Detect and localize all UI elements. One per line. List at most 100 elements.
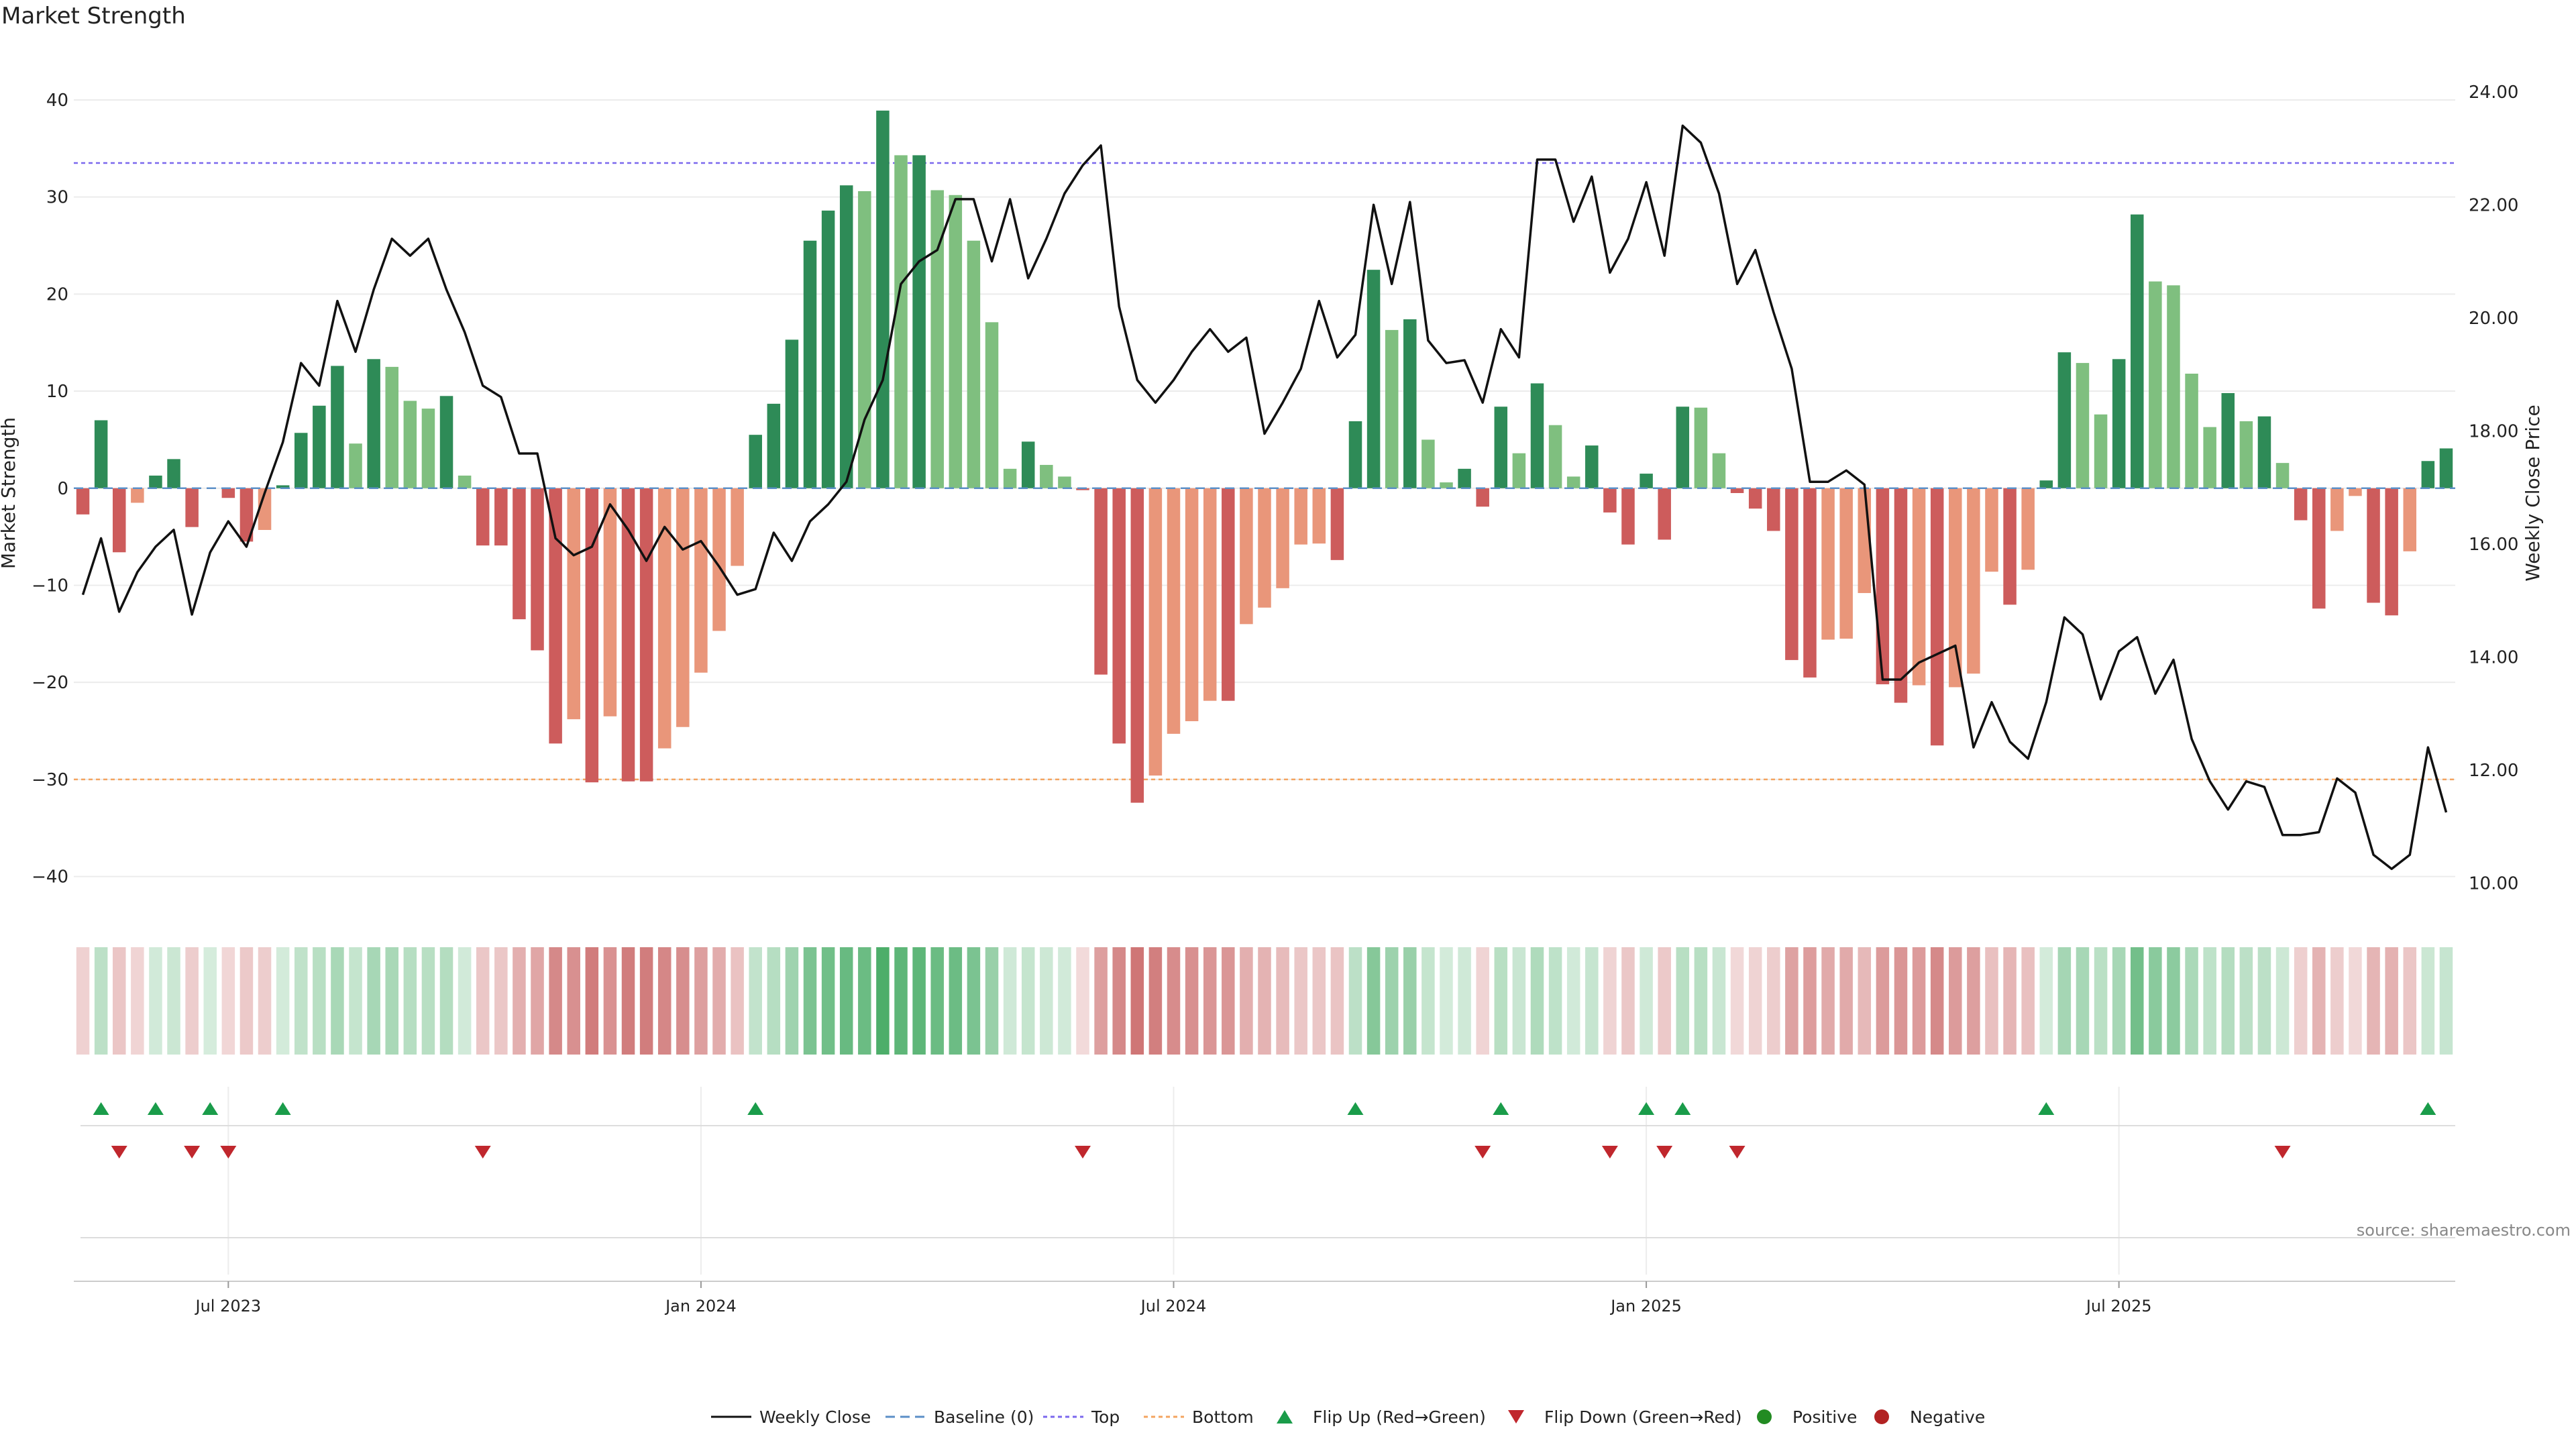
strength-bar: [1366, 270, 1381, 488]
strength-bar: [494, 488, 508, 546]
heat-strip-cell: [1021, 947, 1035, 1055]
flip-up-marker: [1638, 1102, 1655, 1115]
heat-strip-cell: [2275, 947, 2290, 1055]
strength-bar: [621, 488, 635, 782]
heat-strip-cell: [2367, 947, 2380, 1055]
flip-up-marker: [202, 1102, 219, 1115]
heat-strip-cell: [2439, 947, 2453, 1055]
strength-bar: [221, 488, 235, 498]
strength-bar: [385, 366, 398, 488]
strength-bar: [676, 488, 690, 727]
strength-bar: [1222, 488, 1235, 701]
heat-strip-cell: [621, 947, 635, 1055]
heat-strip-cell: [549, 947, 562, 1055]
heat-strip-cell: [2112, 947, 2126, 1055]
heat-strip-cell: [1694, 947, 1708, 1055]
heat-strip-cell: [1476, 947, 1489, 1055]
strength-bar: [1658, 488, 1671, 540]
strength-bar: [549, 488, 562, 744]
heat-strip-cell: [1276, 947, 1289, 1055]
heat-strip-cell: [2203, 947, 2216, 1055]
legend-label: Negative: [1910, 1407, 1985, 1427]
heat-strip-cell: [694, 947, 708, 1055]
heat-strip-cell: [1767, 947, 1780, 1055]
heat-strip-cell: [1621, 947, 1635, 1055]
strength-bar: [1603, 488, 1617, 513]
strength-bar: [821, 210, 835, 488]
strength-bar: [749, 435, 762, 488]
right-tick-label: 22.00: [2469, 195, 2518, 215]
strength-bar: [531, 488, 544, 651]
heat-strip-cell: [494, 947, 508, 1055]
legend-label: Top: [1091, 1407, 1120, 1427]
strength-bar: [331, 366, 344, 488]
flip-down-marker: [1474, 1146, 1491, 1159]
flip-down-marker: [2274, 1146, 2291, 1159]
heat-strip-cell: [476, 947, 490, 1055]
x-tick-label: Jul 2024: [1140, 1297, 1207, 1316]
right-tick-label: 24.00: [2469, 83, 2518, 103]
strength-bar: [94, 420, 108, 488]
flip-down-marker: [184, 1146, 201, 1159]
heat-strip-cell: [131, 947, 144, 1055]
heat-strip-cell: [167, 947, 180, 1055]
strength-bar: [1130, 488, 1144, 803]
strength-bar: [803, 240, 817, 488]
strength-bar: [731, 488, 744, 566]
heat-strip-cell: [1112, 947, 1126, 1055]
heat-strip-cell: [2239, 947, 2253, 1055]
strength-bar: [1167, 488, 1181, 734]
legend-label: Weekly Close: [759, 1407, 871, 1427]
heat-strip-cell: [276, 947, 290, 1055]
heat-strip-cell: [657, 947, 672, 1055]
strength-bar: [1476, 488, 1489, 507]
heat-strip-cell: [567, 947, 580, 1055]
strength-bar: [403, 400, 417, 488]
flip-up-marker: [1493, 1102, 1509, 1115]
heat-strip-cell: [1185, 947, 1199, 1055]
flip-up-marker: [1347, 1102, 1364, 1115]
heat-strip-cell: [367, 947, 380, 1055]
right-tick-label: 20.00: [2469, 309, 2518, 329]
legend-swatch-flip-down: [1508, 1410, 1524, 1424]
strength-bar: [112, 488, 126, 553]
heat-strip-cell: [912, 947, 926, 1055]
strength-bar: [1512, 453, 1526, 488]
strength-bar: [1566, 476, 1580, 488]
strength-bar: [2149, 281, 2162, 488]
heat-strip-cell: [458, 947, 472, 1055]
strength-bar: [1258, 488, 1271, 608]
strength-bar: [1276, 488, 1289, 588]
heat-strip-cell: [1530, 947, 1544, 1055]
heat-strip-cell: [1566, 947, 1580, 1055]
x-tick-label: Jul 2023: [195, 1297, 262, 1316]
strength-bar: [1348, 421, 1362, 488]
strength-bar: [1767, 488, 1780, 531]
heat-strip-cell: [403, 947, 417, 1055]
strength-bar: [439, 396, 453, 488]
strength-bar: [2039, 480, 2053, 488]
heat-strip-cell: [349, 947, 362, 1055]
strength-bar: [1748, 488, 1762, 509]
heat-strip-cell: [876, 947, 890, 1055]
strength-bar: [1585, 445, 1599, 488]
right-tick-label: 16.00: [2469, 535, 2518, 555]
heat-strip-cell: [1040, 947, 1053, 1055]
strength-bar: [1912, 488, 1926, 686]
strength-bar: [2257, 416, 2271, 488]
heat-strip-cell: [331, 947, 344, 1055]
heat-strip-cell: [1076, 947, 1089, 1055]
heat-strip-cell: [1421, 947, 1435, 1055]
strength-bar: [131, 488, 144, 503]
strength-bar: [1312, 488, 1326, 544]
x-tick-label: Jul 2025: [2085, 1297, 2152, 1316]
heat-strip-cell: [2403, 947, 2417, 1055]
flip-down-marker: [1601, 1146, 1618, 1159]
flip-up-marker: [93, 1102, 109, 1115]
y-axis-label-right: Weekly Close Price: [2522, 405, 2544, 581]
heat-strip-cell: [2221, 947, 2235, 1055]
heat-strip-cell: [421, 947, 435, 1055]
strength-bar: [367, 359, 380, 488]
strength-bar: [767, 403, 781, 488]
